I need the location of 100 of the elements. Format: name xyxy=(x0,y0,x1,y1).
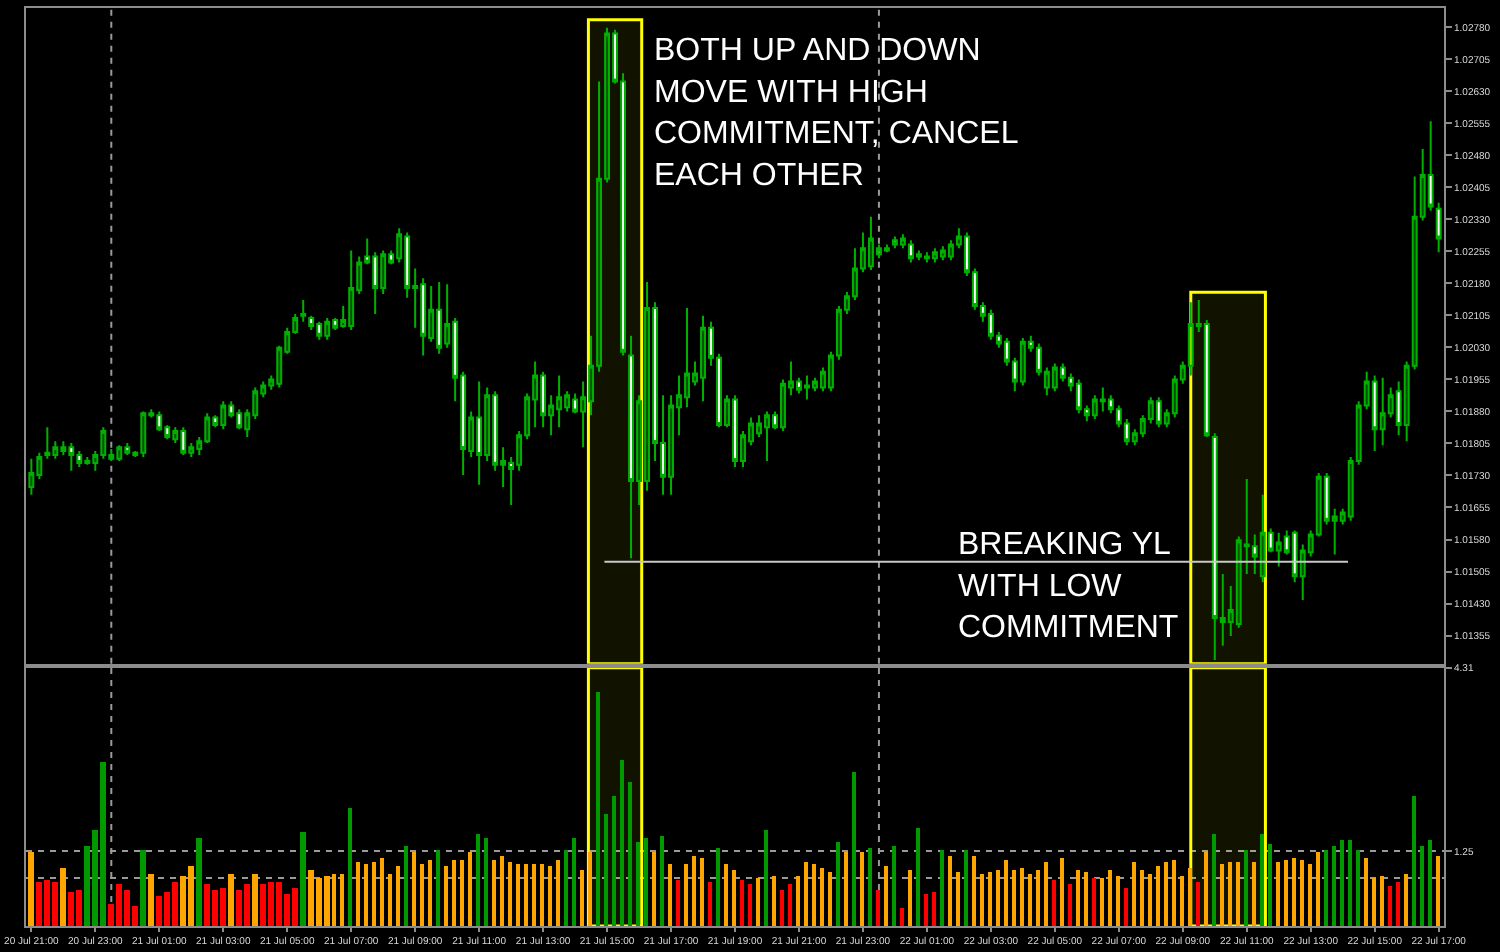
candlestick xyxy=(1187,301,1194,377)
bar xyxy=(644,837,648,926)
candlestick xyxy=(1259,493,1266,584)
candlestick xyxy=(252,386,259,421)
bar xyxy=(204,883,210,926)
bar xyxy=(756,877,760,926)
candlestick xyxy=(812,376,818,393)
bar xyxy=(1316,851,1320,926)
bar xyxy=(1396,881,1400,926)
candlestick xyxy=(100,426,107,460)
candlestick xyxy=(1403,360,1410,443)
bar xyxy=(260,883,266,926)
bar xyxy=(652,851,656,926)
candlestick xyxy=(172,426,179,445)
bar xyxy=(396,865,400,926)
bar xyxy=(1284,859,1288,926)
candlestick xyxy=(244,408,251,439)
candlestick xyxy=(212,414,219,429)
bar xyxy=(940,849,944,926)
bar xyxy=(1004,859,1008,926)
bar xyxy=(524,863,528,926)
candlestick xyxy=(684,307,690,409)
candlestick xyxy=(1203,319,1210,439)
bar xyxy=(1116,875,1120,926)
bar xyxy=(372,861,376,926)
bar xyxy=(124,889,130,926)
bar xyxy=(36,881,42,926)
candlestick xyxy=(52,440,59,460)
bar xyxy=(820,867,824,926)
candlestick xyxy=(132,450,139,459)
candlestick xyxy=(444,283,451,349)
candlestick xyxy=(76,450,83,468)
bar xyxy=(948,855,952,926)
bar xyxy=(932,891,936,926)
bar xyxy=(596,691,600,926)
candlestick xyxy=(180,426,187,456)
bar xyxy=(244,883,250,926)
bar xyxy=(860,851,864,926)
bar xyxy=(356,861,360,926)
bar xyxy=(436,849,440,926)
bar xyxy=(676,879,680,926)
bar xyxy=(1052,879,1056,926)
candlestick xyxy=(628,334,634,560)
bar xyxy=(116,883,122,926)
bar xyxy=(1348,839,1352,926)
bar xyxy=(636,841,640,926)
candlestick xyxy=(923,251,930,264)
bar xyxy=(1220,863,1224,926)
bar xyxy=(452,859,456,926)
bar xyxy=(68,891,74,926)
bar xyxy=(740,879,744,926)
candlestick xyxy=(1211,432,1218,661)
candlestick xyxy=(284,326,291,355)
candlestick xyxy=(556,374,563,429)
candlestick xyxy=(947,239,954,262)
bar xyxy=(692,855,696,926)
bar xyxy=(972,855,976,926)
bar xyxy=(604,813,608,926)
bar xyxy=(1292,857,1296,926)
candlestick xyxy=(508,456,515,506)
candlestick xyxy=(676,374,682,437)
bar xyxy=(1420,845,1424,926)
candlestick xyxy=(220,400,227,431)
candlestick xyxy=(204,412,211,445)
candlestick xyxy=(764,410,770,462)
bar xyxy=(324,875,330,926)
candlestick xyxy=(596,80,603,373)
candlestick xyxy=(300,299,307,323)
candlestick xyxy=(92,450,99,472)
bar xyxy=(428,859,432,926)
bar xyxy=(1012,869,1016,926)
bar xyxy=(420,863,424,926)
candlestick xyxy=(724,394,730,429)
candlestick xyxy=(68,442,75,472)
bar xyxy=(908,869,912,926)
candlestick xyxy=(1395,380,1402,437)
bar xyxy=(1044,861,1048,926)
candlestick xyxy=(292,313,299,335)
candlestick xyxy=(668,394,674,496)
candlestick xyxy=(1243,477,1250,576)
candlestick xyxy=(436,281,443,355)
bar xyxy=(540,863,544,926)
candlestick xyxy=(548,394,555,437)
annotation: BREAKING YL WITH LOW COMMITMENT xyxy=(958,528,1179,646)
candlestick xyxy=(1371,374,1378,453)
bar xyxy=(172,881,178,926)
candlestick xyxy=(1331,507,1338,556)
bar xyxy=(308,869,314,926)
bar xyxy=(1428,839,1432,926)
bar xyxy=(812,863,816,926)
bar xyxy=(252,873,258,926)
bar xyxy=(332,873,336,926)
bar xyxy=(916,827,920,926)
candlestick xyxy=(500,446,507,488)
bar xyxy=(52,881,58,926)
bar xyxy=(700,857,704,926)
annotation: BOTH UP AND DOWN MOVE WITH HIGH COMMITMENT, CANCEL EACH OTHER xyxy=(654,34,1019,193)
bar xyxy=(724,863,728,926)
bar xyxy=(716,847,720,926)
candlestick xyxy=(380,249,387,296)
